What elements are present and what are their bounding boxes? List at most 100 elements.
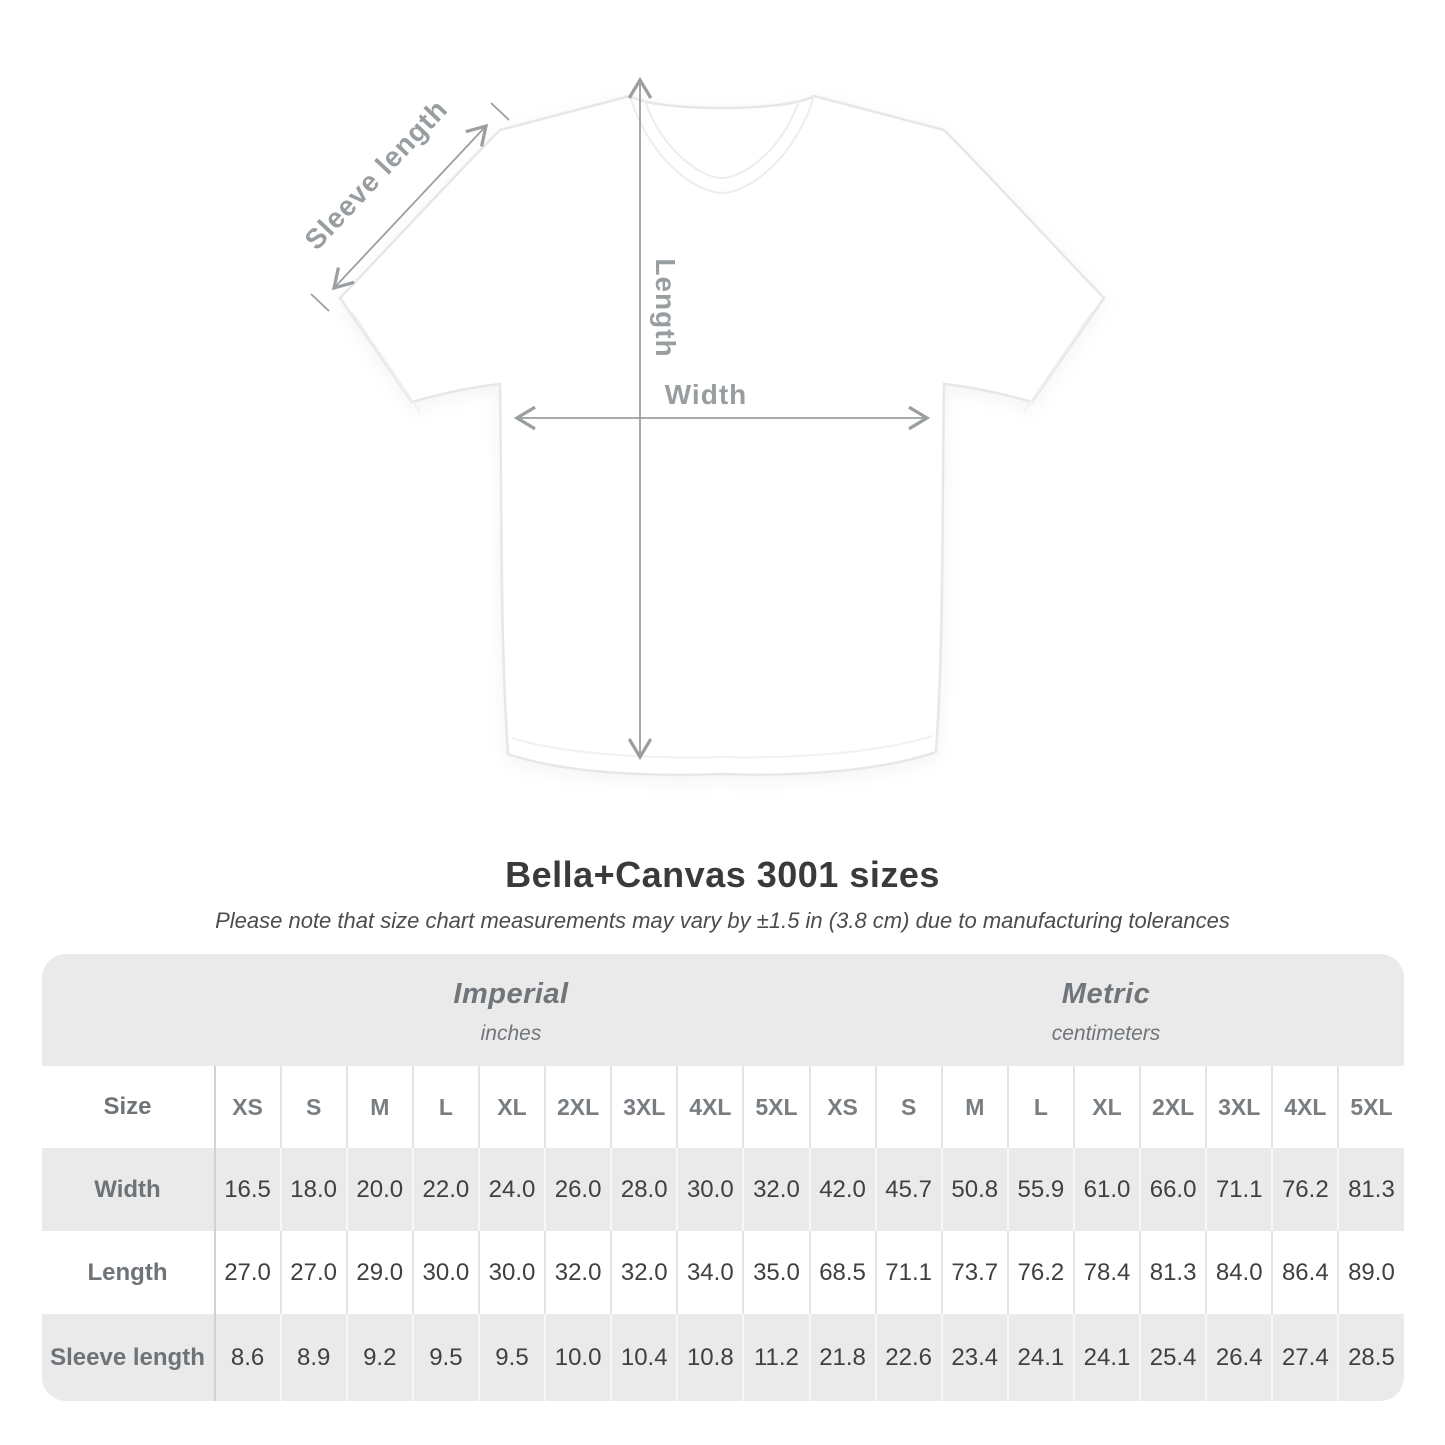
imperial-title: Imperial — [453, 978, 569, 1010]
size-header-imperial-xl: XL — [477, 1066, 545, 1148]
table-cell: 27.4 — [1271, 1314, 1338, 1401]
table-cell: 28.5 — [1337, 1314, 1404, 1401]
table-cell: 81.3 — [1337, 1148, 1404, 1231]
table-cell: 30.0 — [676, 1148, 743, 1231]
table-cell: 35.0 — [742, 1231, 809, 1314]
table-cell: 32.0 — [610, 1231, 677, 1314]
table-cell: 84.0 — [1205, 1231, 1272, 1314]
table-cell: 81.3 — [1139, 1231, 1206, 1314]
size-header-imperial-s: S — [279, 1066, 346, 1148]
size-header-metric-5xl: 5XL — [1337, 1066, 1404, 1148]
table-cell: 16.5 — [213, 1148, 280, 1231]
length-label: Length — [650, 258, 681, 357]
row-label-length: Length — [41, 1231, 214, 1314]
sleeve-arrow-tick-top — [490, 102, 510, 121]
table-cell: 10.4 — [610, 1314, 677, 1401]
size-header-metric-s: S — [874, 1066, 941, 1148]
left-cuff-stitch — [351, 311, 421, 413]
size-header-metric-l: L — [1006, 1066, 1073, 1148]
page-subtitle: Please note that size chart measurements… — [215, 908, 1230, 933]
tshirt-diagram-svg: Width Length Sleeve length — [299, 76, 1106, 777]
table-cell: 9.5 — [477, 1314, 545, 1401]
metric-title: Metric — [1061, 978, 1151, 1010]
width-label: Width — [665, 379, 748, 410]
table-cell: 22.0 — [411, 1148, 478, 1231]
table-cell: 32.0 — [544, 1231, 611, 1314]
table-cell: 27.0 — [279, 1231, 346, 1314]
size-header-metric-xs: XS — [808, 1066, 875, 1148]
size-header-metric-m: M — [940, 1066, 1007, 1148]
size-header-imperial-l: L — [411, 1066, 478, 1148]
table-cell: 76.2 — [1006, 1231, 1073, 1314]
right-cuff-stitch — [1023, 311, 1093, 413]
table-cell: 9.2 — [345, 1314, 412, 1401]
table-cell: 76.2 — [1271, 1148, 1338, 1231]
table-cell: 11.2 — [742, 1314, 809, 1401]
table-cell: 30.0 — [477, 1231, 545, 1314]
table-cell: 24.0 — [477, 1148, 545, 1231]
row-label-sleeve-length: Sleeve length — [41, 1314, 214, 1401]
size-header-metric-2xl: 2XL — [1139, 1066, 1206, 1148]
table-cell: 29.0 — [345, 1231, 412, 1314]
size-header-metric-xl: XL — [1072, 1066, 1140, 1148]
table-cell: 32.0 — [742, 1148, 809, 1231]
table-cell: 30.0 — [411, 1231, 478, 1314]
table-cell: 55.9 — [1006, 1148, 1073, 1231]
imperial-header: Imperial inches — [213, 954, 809, 1066]
collar-outer-line — [629, 95, 815, 195]
table-cell: 20.0 — [345, 1148, 412, 1231]
table-cell: 9.5 — [411, 1314, 478, 1401]
table-cell: 21.8 — [808, 1314, 875, 1401]
hem-stitch-line — [511, 735, 933, 759]
table-cell: 66.0 — [1139, 1148, 1206, 1231]
size-header-imperial-xs: XS — [213, 1066, 280, 1148]
table-cell: 24.1 — [1006, 1314, 1073, 1401]
table-cell: 25.4 — [1139, 1314, 1206, 1401]
table-cell: 23.4 — [940, 1314, 1007, 1401]
table-cell: 26.4 — [1205, 1314, 1272, 1401]
sleeve-length-arrow — [331, 123, 489, 291]
table-cell: 42.0 — [808, 1148, 875, 1231]
table-cell: 10.8 — [676, 1314, 743, 1401]
table-cell: 71.1 — [1205, 1148, 1272, 1231]
tshirt-diagram: Width Length Sleeve length — [299, 76, 1106, 777]
size-header-imperial-m: M — [345, 1066, 412, 1148]
table-cell: 10.0 — [544, 1314, 611, 1401]
size-table: Imperial inches Metric centimeters Size X… — [41, 954, 1404, 1401]
size-header-metric-4xl: 4XL — [1271, 1066, 1338, 1148]
table-cell: 8.9 — [279, 1314, 346, 1401]
table-cell: 18.0 — [279, 1148, 346, 1231]
size-row-label: Size — [41, 1066, 214, 1148]
metric-header: Metric centimeters — [808, 954, 1404, 1066]
table-cell: 28.0 — [610, 1148, 677, 1231]
table-cell: 34.0 — [676, 1231, 743, 1314]
table-cell: 24.1 — [1072, 1314, 1140, 1401]
table-cell: 26.0 — [544, 1148, 611, 1231]
table-cell: 61.0 — [1072, 1148, 1140, 1231]
table-cell: 50.8 — [940, 1148, 1007, 1231]
table-cell: 45.7 — [874, 1148, 941, 1231]
table-cell: 78.4 — [1072, 1231, 1140, 1314]
table-corner-band — [41, 954, 214, 1066]
table-cell: 22.6 — [874, 1314, 941, 1401]
imperial-unit: inches — [480, 1022, 542, 1045]
sleeve-arrow-tick-bottom — [310, 293, 330, 312]
table-cell: 68.5 — [808, 1231, 875, 1314]
size-header-imperial-4xl: 4XL — [676, 1066, 743, 1148]
size-header-metric-3xl: 3XL — [1205, 1066, 1272, 1148]
tshirt-illustration — [338, 94, 1106, 777]
table-cell: 86.4 — [1271, 1231, 1338, 1314]
row-label-width: Width — [41, 1148, 214, 1231]
collar-inner-line — [644, 100, 800, 180]
size-header-imperial-5xl: 5XL — [742, 1066, 809, 1148]
page-title: Bella+Canvas 3001 sizes — [505, 854, 940, 895]
table-cell: 8.6 — [213, 1314, 280, 1401]
table-cell: 73.7 — [940, 1231, 1007, 1314]
table-cell: 27.0 — [213, 1231, 280, 1314]
size-header-imperial-2xl: 2XL — [544, 1066, 611, 1148]
table-cell: 71.1 — [874, 1231, 941, 1314]
size-header-imperial-3xl: 3XL — [610, 1066, 677, 1148]
table-cell: 89.0 — [1337, 1231, 1404, 1314]
metric-unit: centimeters — [1051, 1022, 1161, 1045]
